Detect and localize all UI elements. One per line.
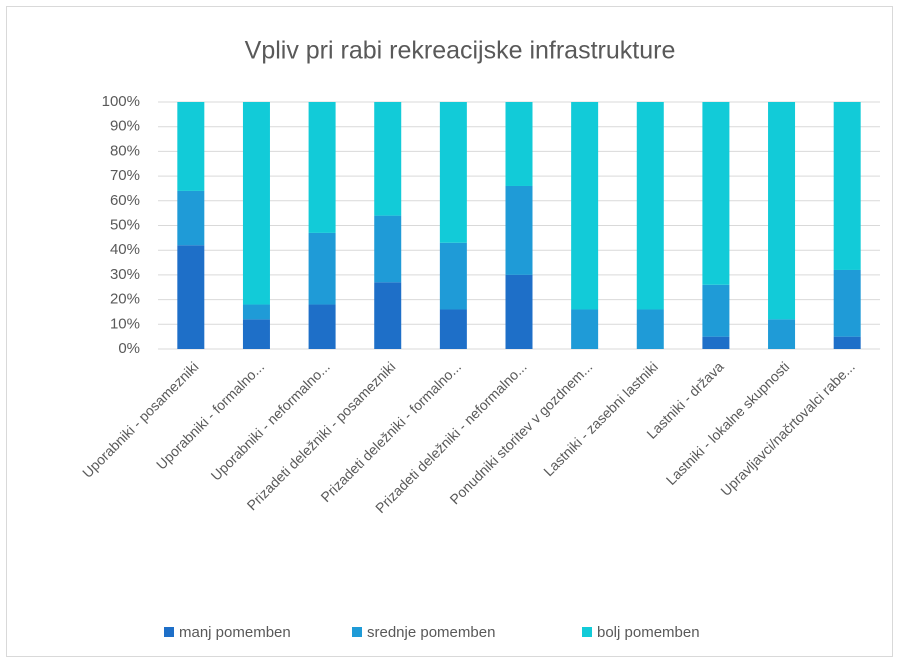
- y-tick-label: 50%: [110, 216, 140, 233]
- y-tick-label: 70%: [110, 167, 140, 184]
- bar-segment: [702, 284, 730, 337]
- legend-label: bolj pomemben: [597, 624, 700, 641]
- bar-segment: [374, 215, 402, 283]
- bar-segment: [439, 242, 467, 310]
- bar-segment: [374, 282, 402, 349]
- legend-swatch: [164, 627, 174, 637]
- y-tick-label: 90%: [110, 118, 140, 135]
- bar-segment: [702, 336, 730, 349]
- y-tick-label: 0%: [118, 340, 140, 357]
- y-tick-label: 60%: [110, 192, 140, 209]
- bar-segment: [505, 185, 533, 275]
- legend-label: manj pomemben: [179, 624, 291, 641]
- bar-segment: [702, 102, 730, 285]
- bar-segment: [439, 309, 467, 349]
- bar-segment: [571, 309, 599, 349]
- bar-segment: [242, 319, 270, 349]
- bar-segment: [374, 102, 402, 216]
- bar-segment: [177, 190, 205, 246]
- chart-title: Vpliv pri rabi rekreacijske infrastruktu…: [245, 37, 676, 65]
- bar-segment: [308, 304, 336, 349]
- bar-segment: [768, 102, 796, 320]
- bar-segment: [308, 102, 336, 233]
- bar-segment: [833, 102, 861, 270]
- bar-segment: [833, 269, 861, 337]
- y-tick-label: 40%: [110, 241, 140, 258]
- bar-segment: [768, 319, 796, 349]
- bar-segment: [571, 102, 599, 310]
- bar-segment: [439, 102, 467, 243]
- bar-segment: [505, 274, 533, 349]
- bar-segment: [308, 232, 336, 305]
- bar-segment: [242, 102, 270, 305]
- legend-swatch: [582, 627, 592, 637]
- bar-segment: [177, 245, 205, 349]
- bar-segment: [636, 309, 664, 349]
- y-tick-label: 30%: [110, 266, 140, 283]
- legend-swatch: [352, 627, 362, 637]
- bar-segment: [505, 102, 533, 186]
- bar-segment: [242, 304, 270, 320]
- y-tick-label: 100%: [102, 93, 140, 110]
- legend-label: srednje pomemben: [367, 624, 495, 641]
- y-tick-label: 80%: [110, 142, 140, 159]
- bar-segment: [636, 102, 664, 310]
- y-tick-label: 20%: [110, 291, 140, 308]
- y-tick-label: 10%: [110, 315, 140, 332]
- bar-segment: [177, 102, 205, 191]
- bar-segment: [833, 336, 861, 349]
